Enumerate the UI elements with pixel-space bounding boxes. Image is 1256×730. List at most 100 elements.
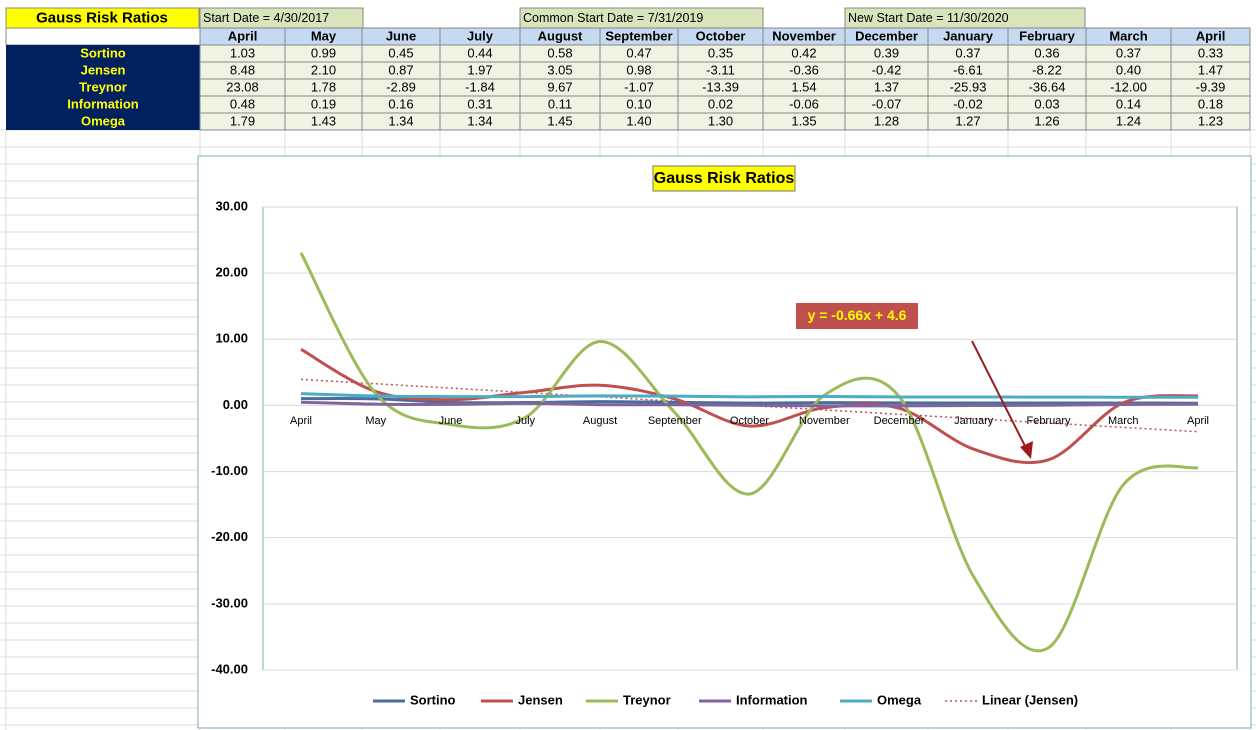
cell-value: 3.05 [547, 62, 572, 77]
cell-value: 0.36 [1034, 45, 1059, 60]
cell-value: 1.78 [311, 79, 336, 94]
cell-value: 0.99 [311, 45, 336, 60]
start-date: New Start Date = 11/30/2020 [848, 11, 1009, 25]
y-tick-label: -10.00 [211, 463, 248, 478]
column-header: November [772, 28, 836, 43]
x-tick-label: October [730, 415, 769, 427]
cell-value: 1.26 [1034, 113, 1059, 128]
cell-value: 0.33 [1198, 45, 1223, 60]
cell-value: 0.48 [230, 96, 255, 111]
cell-value: 1.28 [874, 113, 899, 128]
x-tick-label: September [648, 415, 702, 427]
cell-value: -8.22 [1032, 62, 1062, 77]
cell-value: 1.37 [874, 79, 899, 94]
row-label: Sortino [80, 45, 126, 60]
column-header: April [228, 28, 258, 43]
cell-value: 1.35 [791, 113, 816, 128]
annotation-arrowhead [1020, 441, 1033, 459]
cell-value: 0.47 [626, 45, 651, 60]
x-tick-label: June [439, 415, 463, 427]
y-tick-label: 10.00 [215, 331, 248, 346]
chart-title: Gauss Risk Ratios [654, 170, 795, 187]
chart-title-box [652, 165, 796, 192]
legend-label: Omega [877, 692, 922, 707]
column-header: April [1196, 28, 1226, 43]
chart-area [197, 155, 1252, 729]
cell-value: 1.30 [708, 113, 733, 128]
cell-value: -2.89 [386, 79, 416, 94]
cell-value: -1.07 [624, 79, 654, 94]
x-tick-label: April [290, 415, 312, 427]
cell-value: -0.02 [953, 96, 983, 111]
x-tick-label: May [365, 415, 386, 427]
cell-value: 0.03 [1034, 96, 1059, 111]
series-line [299, 252, 1199, 653]
cell-value: 8.48 [230, 62, 255, 77]
cell-value: 0.44 [467, 45, 492, 60]
equation-box [796, 303, 918, 329]
cell-value: -9.39 [1196, 79, 1226, 94]
column-header: March [1109, 28, 1147, 43]
y-tick-label: 0.00 [223, 397, 248, 412]
x-tick-label: April [1187, 415, 1209, 427]
legend-label: Jensen [518, 692, 563, 707]
column-header: May [311, 28, 337, 43]
cell-value: 0.39 [874, 45, 899, 60]
cell-value: 1.47 [1198, 62, 1223, 77]
column-header: September [605, 28, 672, 43]
cell-value: -0.36 [789, 62, 819, 77]
column-header: October [696, 28, 746, 43]
cell-value: -25.93 [950, 79, 987, 94]
row-label-cell [6, 96, 200, 113]
row-label-cell [6, 62, 200, 79]
legend-label: Linear (Jensen) [982, 692, 1078, 707]
row-label-cell [6, 45, 200, 62]
y-tick-label: 20.00 [215, 265, 248, 280]
cell-value: 1.24 [1116, 113, 1141, 128]
column-header: December [855, 28, 918, 43]
cell-value: 1.43 [311, 113, 336, 128]
cell-value: 0.19 [311, 96, 336, 111]
cell-value: 0.98 [626, 62, 651, 77]
cell-value: 0.58 [547, 45, 572, 60]
cell-value: 2.10 [311, 62, 336, 77]
row-label: Treynor [79, 79, 127, 94]
cell-value: -3.11 [706, 62, 735, 77]
row-label: Information [67, 96, 139, 111]
cell-value: 0.31 [467, 96, 492, 111]
cell-value: 9.67 [547, 79, 572, 94]
cell-value: 0.40 [1116, 62, 1141, 77]
cell-value: 0.14 [1116, 96, 1141, 111]
x-tick-label: November [799, 415, 850, 427]
sheet-title: Gauss Risk Ratios [36, 9, 168, 26]
y-tick-label: -30.00 [211, 595, 248, 610]
x-tick-label: July [515, 415, 535, 427]
cell-value: 0.37 [955, 45, 980, 60]
column-header: June [386, 28, 416, 43]
cell-value: 0.11 [548, 96, 572, 111]
equation: y = -0.66x + 4.6 [808, 307, 907, 323]
cell-value: -13.39 [702, 79, 739, 94]
cell-value: 0.37 [1116, 45, 1141, 60]
series-line [300, 392, 1199, 399]
column-header: January [943, 28, 994, 43]
cell-value: 0.16 [388, 96, 413, 111]
cell-value: 1.45 [547, 113, 572, 128]
cell-value: 1.40 [626, 113, 651, 128]
start-date: Start Date = 4/30/2017 [203, 11, 329, 25]
cell-value: 1.27 [955, 113, 980, 128]
cell-value: 0.35 [708, 45, 733, 60]
cell-value: -0.07 [872, 96, 902, 111]
y-tick-label: -40.00 [211, 661, 248, 676]
cell-value: 1.54 [791, 79, 816, 94]
x-tick-label: February [1026, 415, 1071, 427]
cell-value: 1.79 [230, 113, 255, 128]
cell-value: 1.97 [467, 62, 492, 77]
legend-label: Sortino [410, 692, 456, 707]
y-tick-label: -20.00 [211, 529, 248, 544]
header-blank [5, 27, 201, 46]
cell-value: -0.42 [872, 62, 902, 77]
x-tick-label: March [1108, 415, 1139, 427]
